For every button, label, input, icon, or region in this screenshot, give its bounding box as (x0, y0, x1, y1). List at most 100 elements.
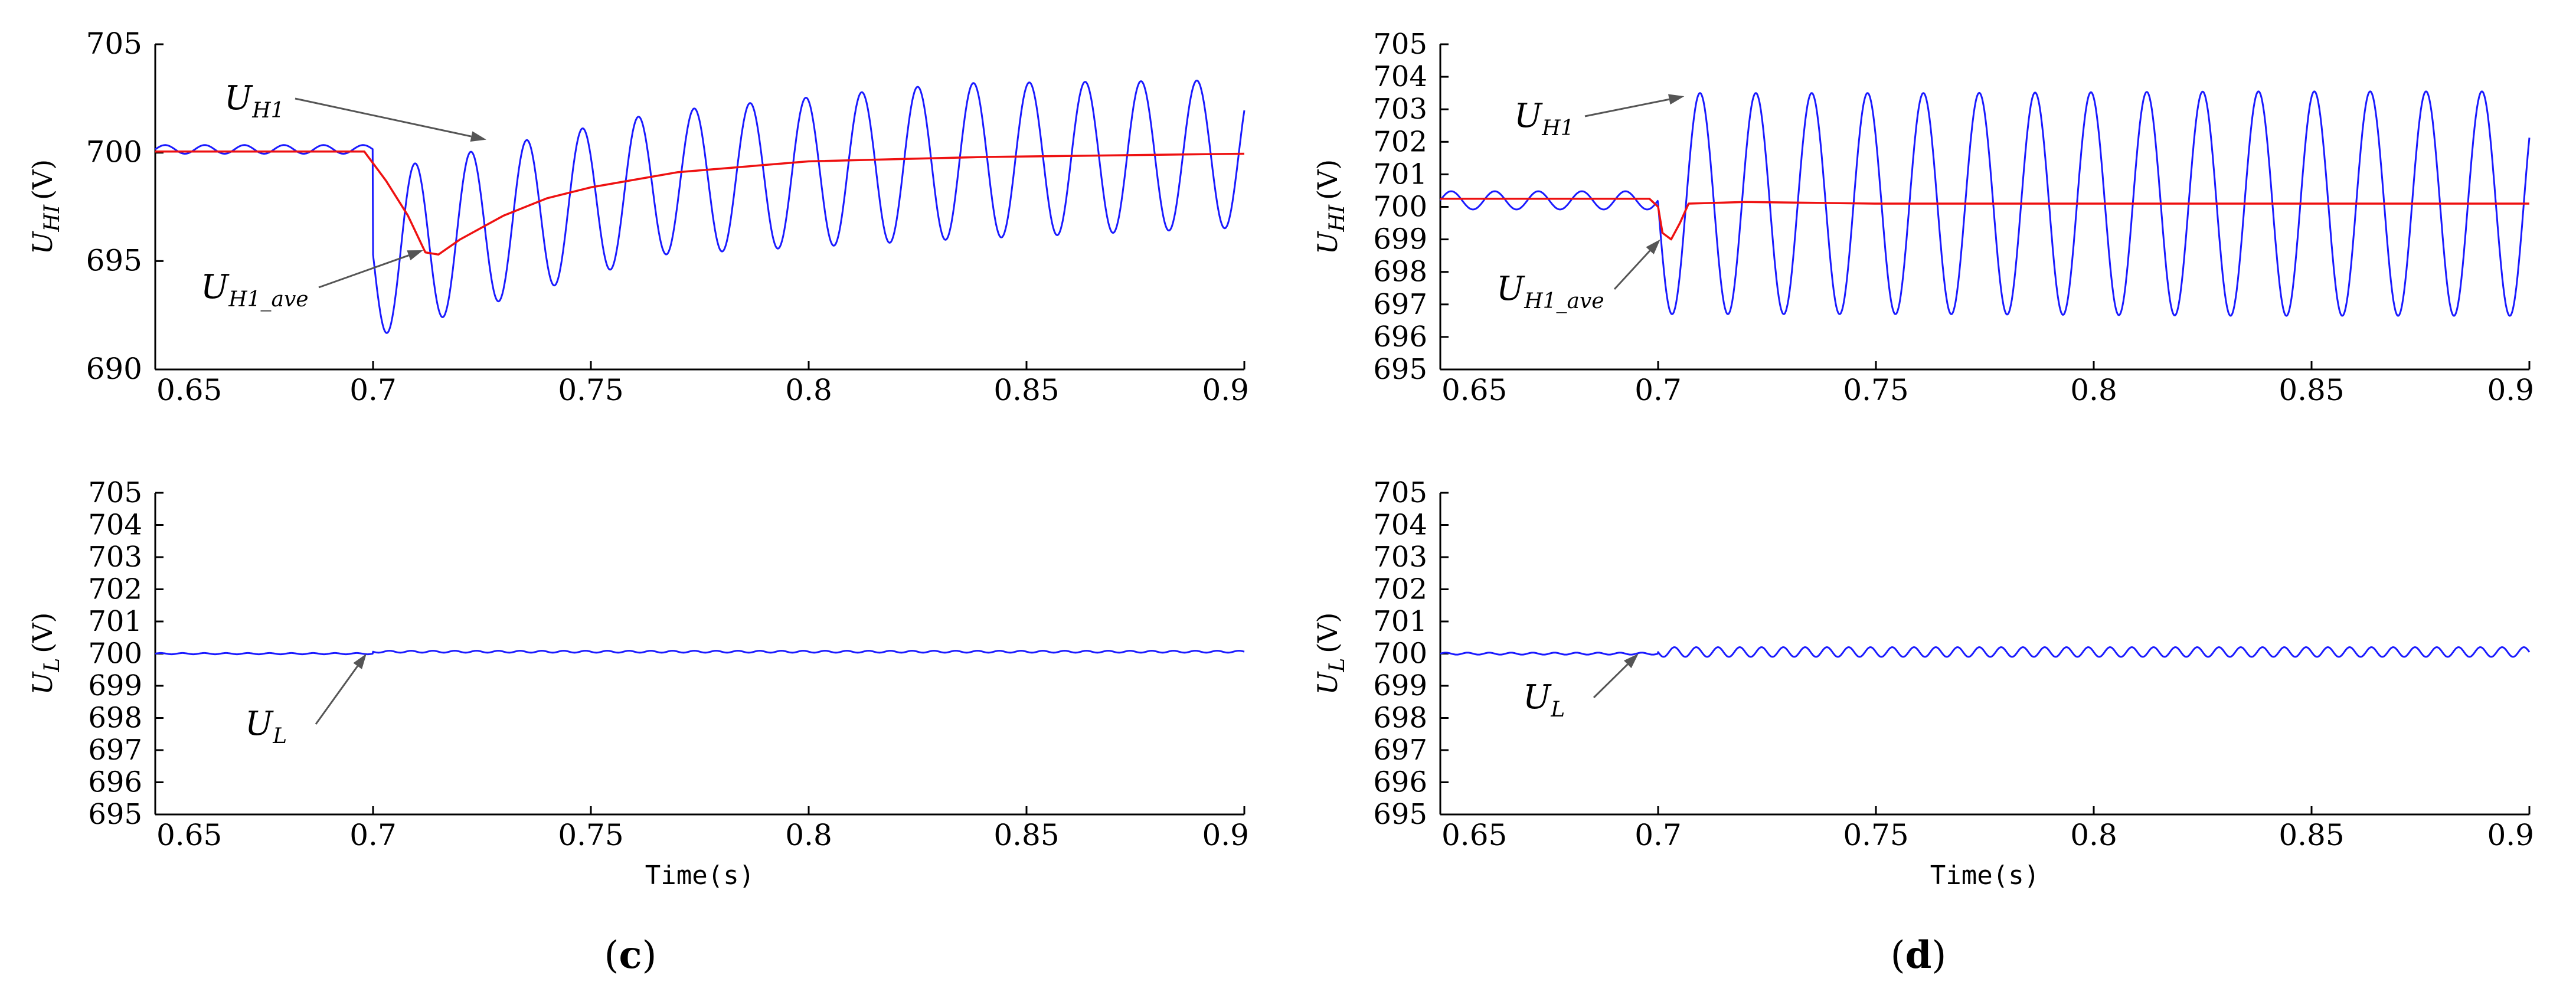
annotation-subscript: H1 (1541, 116, 1574, 140)
annotation-subscript: H1 (251, 99, 284, 123)
y-tick-label: 700 (88, 637, 142, 670)
y-tick-label: 697 (1373, 288, 1427, 321)
y-tick-label: 705 (1373, 476, 1427, 509)
x-tick-label: 0.65 (1441, 818, 1507, 852)
annotation-arrow (1593, 663, 1629, 699)
annotation-arrow (295, 97, 472, 138)
annotation-arrowhead (1668, 94, 1685, 105)
annotation-arrow (1613, 250, 1651, 290)
y-axis-label-symbol: U (1312, 670, 1343, 695)
y-axis-label-symbol: U (1312, 230, 1343, 254)
panel-label-d: (d) (1891, 933, 1947, 977)
y-axis-label: UL (V) (27, 613, 64, 695)
annotation-arrowhead (353, 653, 367, 669)
x-tick-label: 0.9 (2487, 373, 2534, 407)
x-tick-label: 0.85 (2278, 373, 2344, 407)
annotation-arrow (315, 665, 358, 725)
y-tick-label: 696 (1373, 766, 1427, 799)
y-axis-label-subscript: HI (40, 204, 64, 232)
y-tick-label: 690 (86, 352, 142, 386)
annotation-subscript: L (1550, 698, 1565, 722)
x-tick-label: 0.85 (993, 818, 1059, 852)
y-tick-label: 695 (1373, 353, 1427, 386)
x-tick-label: 0.75 (558, 818, 623, 852)
x-tick-label: 0.8 (785, 373, 832, 407)
x-tick-label: 0.75 (558, 373, 623, 407)
y-tick-label: 702 (88, 573, 142, 606)
annotation-arrow (318, 254, 409, 289)
x-tick-label: 0.9 (1202, 373, 1249, 407)
y-axis-label-symbol: U (27, 670, 58, 695)
y-axis-label-unit: (V) (27, 159, 58, 200)
annotation-subscript: L (272, 724, 287, 748)
annotation-label: UL (1523, 678, 1565, 722)
x-axis-label: Time(s) (1930, 860, 2039, 891)
y-tick-label: 701 (1373, 158, 1427, 191)
annotation-subscript: H1_ave (228, 287, 308, 312)
series-line-u-h1-ave (155, 150, 1245, 256)
annotation-arrowhead (1646, 239, 1660, 254)
y-tick-label: 700 (1373, 637, 1427, 670)
x-tick-label: 0.8 (785, 818, 832, 852)
annotation-symbol: U (245, 705, 274, 743)
y-tick-label: 704 (1373, 509, 1427, 542)
y-tick-label: 703 (1373, 541, 1427, 574)
y-tick-label: 695 (86, 243, 142, 277)
x-tick-label: 0.7 (349, 373, 397, 407)
y-tick-label: 701 (1373, 605, 1427, 638)
y-axis-label-unit: (V) (1312, 159, 1343, 200)
annotation-arrow (1584, 98, 1670, 117)
annotation-arrowhead (407, 250, 423, 261)
series-line-u-h1 (155, 80, 1245, 334)
x-tick-label: 0.7 (1634, 373, 1682, 407)
annotation-label: UH1 (224, 79, 285, 123)
x-tick-label: 0.8 (2070, 373, 2117, 407)
y-tick-label: 703 (1373, 93, 1427, 126)
annotation-arrowhead (1623, 653, 1639, 669)
x-tick-label: 0.7 (1634, 818, 1682, 852)
y-tick-label: 705 (1373, 28, 1427, 61)
annotation-symbol: U (1496, 270, 1525, 308)
annotation-symbol: U (1514, 97, 1543, 135)
y-tick-label: 700 (86, 135, 142, 169)
y-tick-label: 696 (88, 766, 142, 799)
y-tick-label: 699 (1373, 669, 1427, 702)
y-tick-label: 696 (1373, 320, 1427, 354)
x-tick-label: 0.9 (2487, 818, 2534, 852)
y-tick-label: 697 (1373, 734, 1427, 767)
y-tick-label: 703 (88, 541, 142, 574)
x-tick-label: 0.8 (2070, 818, 2117, 852)
y-tick-label: 704 (1373, 60, 1427, 93)
annotation-label: UL (245, 705, 287, 748)
series-line-u-l (155, 650, 1245, 656)
annotation-symbol: U (1523, 678, 1552, 716)
annotation-label: UH1_ave (201, 268, 309, 312)
y-axis-label: UL (V) (1312, 613, 1349, 695)
y-axis-label-unit: (V) (1312, 613, 1343, 653)
y-tick-label: 700 (1373, 191, 1427, 224)
y-tick-label: 704 (88, 509, 142, 542)
x-tick-label: 0.75 (1843, 373, 1908, 407)
x-tick-label: 0.75 (1843, 818, 1908, 852)
y-tick-label: 699 (1373, 223, 1427, 256)
y-tick-label: 695 (88, 798, 142, 831)
annotation-label: UH1 (1514, 97, 1574, 140)
x-tick-label: 0.65 (156, 818, 222, 852)
annotation-subscript: H1_ave (1524, 289, 1604, 313)
annotation-symbol: U (201, 268, 230, 306)
y-axis-label-subscript: L (40, 658, 64, 673)
panel-label-c: (c) (604, 933, 657, 977)
annotation-symbol: U (224, 79, 253, 117)
y-axis-label: UHI (V) (27, 159, 64, 255)
y-axis-label-unit: (V) (27, 613, 58, 653)
y-tick-label: 702 (1373, 125, 1427, 158)
y-tick-label: 695 (1373, 798, 1427, 831)
x-tick-label: 0.85 (2278, 818, 2344, 852)
x-tick-label: 0.65 (156, 373, 222, 407)
y-axis-label-symbol: U (27, 230, 58, 254)
x-axis-label: Time(s) (645, 860, 754, 891)
y-tick-label: 698 (88, 702, 142, 735)
